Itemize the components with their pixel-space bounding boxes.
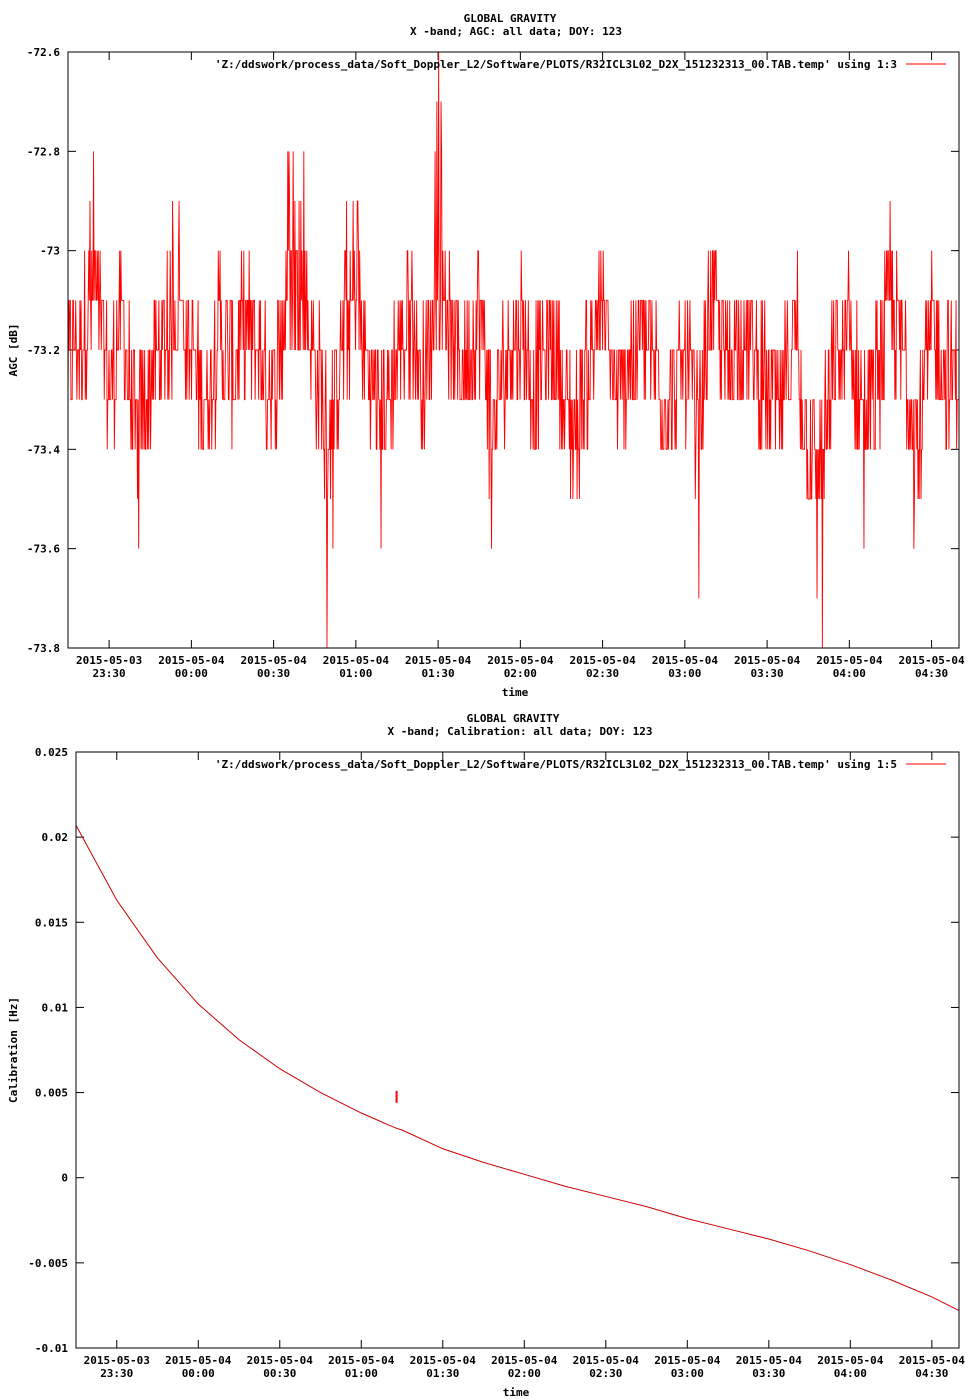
y-tick-label: 0.02	[42, 831, 69, 844]
calibration-chart: GLOBAL GRAVITY X -band; Calibration: all…	[7, 712, 966, 1399]
x-tick-date: 2015-05-04	[405, 654, 472, 667]
x-tick-date: 2015-05-04	[247, 1354, 314, 1367]
x-tick-time: 03:30	[751, 667, 784, 680]
x-tick-time: 02:00	[504, 667, 537, 680]
x-tick-date: 2015-05-03	[76, 654, 142, 667]
x-tick-time: 02:30	[589, 1367, 622, 1380]
y-tick-label: -72.6	[27, 46, 60, 59]
x-tick-date: 2015-05-04	[323, 654, 390, 667]
x-tick-date: 2015-05-04	[573, 1354, 640, 1367]
x-tick-date: 2015-05-04	[487, 654, 554, 667]
y-tick-label: 0.025	[35, 746, 68, 759]
x-axis-label: time	[502, 686, 529, 699]
legend-label: 'Z:/ddswork/process_data/Soft_Doppler_L2…	[215, 758, 897, 771]
x-tick-time: 00:00	[182, 1367, 215, 1380]
x-tick-date: 2015-05-04	[328, 1354, 395, 1367]
x-tick-time: 01:30	[426, 1367, 459, 1380]
y-tick-label: -0.01	[35, 1342, 68, 1355]
x-tick-time: 03:00	[668, 667, 701, 680]
x-tick-time: 02:00	[508, 1367, 541, 1380]
y-tick-label: -73.4	[27, 443, 60, 456]
x-tick-time: 03:30	[752, 1367, 785, 1380]
chart-subtitle: X -band; Calibration: all data; DOY: 123	[388, 725, 653, 738]
plot-border	[67, 51, 960, 649]
x-tick-date: 2015-05-04	[410, 1354, 477, 1367]
y-tick-label: 0.01	[42, 1001, 69, 1014]
y-tick-label: -73.2	[27, 344, 60, 357]
y-tick-label: 0.015	[35, 916, 68, 929]
x-axis-label: time	[503, 1386, 530, 1399]
plot-border	[75, 751, 960, 1349]
y-tick-label: -73	[40, 245, 60, 258]
y-tick-label: -73.6	[27, 543, 60, 556]
y-tick-label: 0	[61, 1172, 68, 1185]
y-axis-label: AGC [dB]	[7, 324, 20, 377]
series-line	[67, 51, 959, 649]
x-tick-time: 02:30	[586, 667, 619, 680]
legend-label: 'Z:/ddswork/process_data/Soft_Doppler_L2…	[215, 58, 897, 71]
y-tick-label: -73.8	[27, 642, 60, 655]
x-tick-date: 2015-05-03	[84, 1354, 150, 1367]
x-tick-time: 01:00	[345, 1367, 378, 1380]
x-tick-time: 01:00	[339, 667, 372, 680]
y-tick-label: 0.005	[35, 1087, 68, 1100]
x-tick-date: 2015-05-04	[734, 654, 801, 667]
y-tick-label: -0.005	[28, 1257, 68, 1270]
x-tick-date: 2015-05-04	[240, 654, 307, 667]
x-tick-time: 23:30	[100, 1367, 133, 1380]
x-tick-time: 23:30	[93, 667, 126, 680]
agc-chart: GLOBAL GRAVITY X -band; AGC: all data; D…	[7, 12, 965, 699]
x-tick-date: 2015-05-04	[816, 654, 883, 667]
chart-title: GLOBAL GRAVITY	[467, 712, 560, 725]
y-tick-label: -72.8	[27, 145, 60, 158]
x-tick-time: 04:30	[915, 1367, 948, 1380]
x-tick-time: 03:00	[671, 1367, 704, 1380]
x-tick-time: 01:30	[422, 667, 455, 680]
x-tick-time: 00:30	[263, 1367, 296, 1380]
x-tick-time: 04:00	[834, 1367, 867, 1380]
x-tick-time: 04:00	[833, 667, 866, 680]
x-tick-date: 2015-05-04	[491, 1354, 558, 1367]
x-tick-date: 2015-05-04	[898, 654, 965, 667]
x-tick-time: 04:30	[915, 667, 948, 680]
x-tick-date: 2015-05-04	[899, 1354, 966, 1367]
y-axis-label: Calibration [Hz]	[7, 997, 20, 1103]
x-tick-date: 2015-05-04	[165, 1354, 232, 1367]
x-tick-date: 2015-05-04	[817, 1354, 884, 1367]
x-tick-time: 00:00	[175, 667, 208, 680]
chart-subtitle: X -band; AGC: all data; DOY: 123	[410, 25, 622, 38]
x-tick-date: 2015-05-04	[652, 654, 719, 667]
chart-title: GLOBAL GRAVITY	[464, 12, 557, 25]
x-tick-date: 2015-05-04	[654, 1354, 721, 1367]
x-tick-date: 2015-05-04	[569, 654, 636, 667]
series-line	[75, 824, 960, 1311]
x-tick-date: 2015-05-04	[736, 1354, 803, 1367]
x-tick-time: 00:30	[257, 667, 290, 680]
x-tick-date: 2015-05-04	[158, 654, 225, 667]
